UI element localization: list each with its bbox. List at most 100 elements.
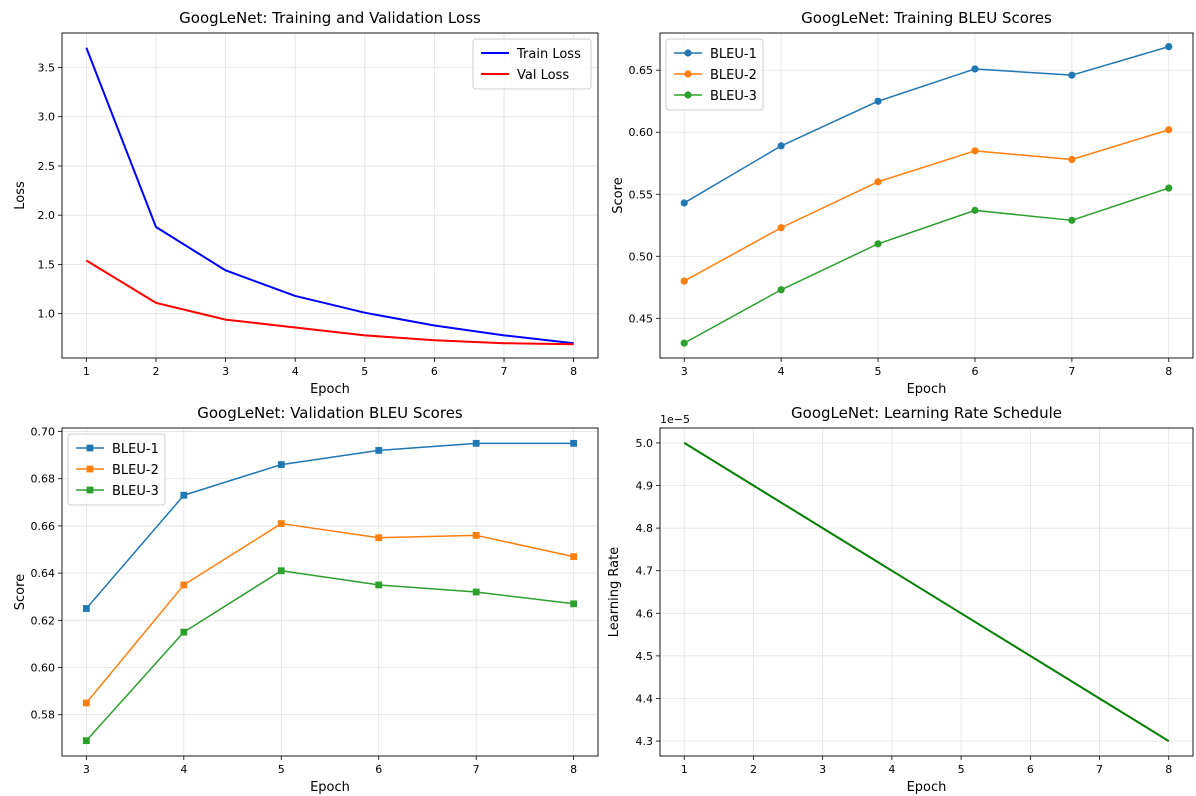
axes-frame <box>659 32 1194 359</box>
series-bleu-1 <box>82 439 578 612</box>
series-val-loss <box>85 259 574 346</box>
x-tick-label: 7 <box>501 365 508 378</box>
x-tick-label: 4 <box>292 365 299 378</box>
y-tick-label: 0.58 <box>31 709 56 722</box>
axes-frame <box>61 32 599 359</box>
x-axis-label: Epoch <box>907 780 947 795</box>
x-tick-label: 6 <box>1027 763 1034 776</box>
data-point <box>1068 155 1076 164</box>
legend-marker <box>86 465 94 473</box>
y-tick-label: 3.0 <box>38 111 56 124</box>
data-point <box>375 447 383 454</box>
y-tick-label: 0.70 <box>31 426 56 439</box>
data-point <box>971 206 979 214</box>
legend-item: BLEU-3 <box>76 484 159 499</box>
x-tick-label: 7 <box>1068 365 1075 378</box>
y-tick-label: 0.62 <box>31 614 56 627</box>
legend-item: BLEU-1 <box>76 442 159 457</box>
x-tick-label: 3 <box>681 365 688 378</box>
chart-panel-4: 1 2 3 4 5 6 7 8 4.3 4.4 4.5 4.6 4.7 4.8 4.9 5.0 1e−5 Goog… <box>607 404 1194 795</box>
legend-marker <box>86 444 94 452</box>
x-tick-label: 8 <box>1165 365 1172 378</box>
legend-box <box>472 38 592 90</box>
data-point <box>472 588 480 596</box>
x-tick-label: 2 <box>750 763 757 776</box>
legend-label: BLEU-1 <box>710 47 757 62</box>
x-tick-label: 4 <box>180 763 187 776</box>
x-tick-label: 3 <box>222 365 229 378</box>
data-point <box>680 339 688 347</box>
data-point <box>777 224 785 232</box>
legend-item: BLEU-2 <box>76 463 159 478</box>
x-tick-label: 6 <box>971 365 978 378</box>
y-offset-text: 1e−5 <box>660 413 690 426</box>
series-bleu-3 <box>680 184 1173 347</box>
data-point <box>472 531 480 539</box>
data-point <box>82 605 90 612</box>
x-tick-label: 8 <box>570 763 577 776</box>
chart-panel-2: 3 4 5 6 7 8 0.45 0.50 0.55 0.60 0.65 GoogLeNet: Tra… <box>611 9 1194 397</box>
data-point <box>680 277 688 285</box>
legend-marker <box>684 49 692 57</box>
legend-label: BLEU-3 <box>112 484 159 499</box>
legend: BLEU-1 BLEU-2 BLEU-3 <box>67 433 166 506</box>
data-point <box>375 581 383 589</box>
data-point <box>1165 126 1173 134</box>
legend: Train Loss Val Loss <box>472 38 592 90</box>
series-line <box>683 442 1170 742</box>
x-axis-label: Epoch <box>310 780 350 795</box>
data-point <box>570 600 578 608</box>
x-tick-label: 5 <box>875 365 882 378</box>
data-point <box>1068 216 1076 224</box>
y-tick-label: 4.8 <box>636 522 654 535</box>
data-point <box>472 439 480 447</box>
data-point <box>680 199 688 207</box>
x-tick-label: 2 <box>152 365 159 378</box>
chart-title: GoogLeNet: Training and Validation Loss <box>179 9 481 27</box>
y-tick-label: 1.5 <box>38 258 56 271</box>
legend-item: BLEU-3 <box>674 89 757 104</box>
y-axis-label: Learning Rate <box>607 547 622 637</box>
legend-label: BLEU-2 <box>112 463 159 478</box>
y-tick-label: 4.5 <box>636 650 654 663</box>
legend-marker <box>684 91 692 99</box>
series-line <box>683 129 1169 282</box>
data-point <box>277 461 285 468</box>
x-tick-label: 1 <box>83 365 90 378</box>
y-tick-label: 5.0 <box>636 437 654 450</box>
legend-item: Val Loss <box>481 68 569 83</box>
x-tick-label: 4 <box>888 763 895 776</box>
data-point <box>277 567 285 575</box>
y-tick-label: 0.55 <box>629 188 654 201</box>
data-point <box>777 142 785 150</box>
data-point <box>277 520 285 527</box>
y-axis-label: Score <box>13 574 28 610</box>
y-tick-label: 4.6 <box>636 607 654 620</box>
x-tick-label: 5 <box>958 763 965 776</box>
legend-item: BLEU-1 <box>674 47 757 62</box>
data-point <box>874 178 882 186</box>
data-point <box>180 491 188 499</box>
legend-label: BLEU-1 <box>112 442 159 457</box>
series-bleu-2 <box>82 520 578 707</box>
data-point <box>1165 184 1173 192</box>
x-tick-label: 6 <box>431 365 438 378</box>
y-tick-label: 4.9 <box>636 480 654 493</box>
data-point <box>570 553 578 561</box>
x-tick-label: 5 <box>361 365 368 378</box>
x-tick-label: 6 <box>375 763 382 776</box>
series-line <box>683 442 1170 742</box>
y-tick-label: 1.0 <box>38 308 56 321</box>
series-line <box>85 259 574 346</box>
series-train-loss <box>85 47 574 345</box>
legend: BLEU-1 BLEU-2 BLEU-3 <box>665 38 764 111</box>
x-tick-label: 8 <box>570 365 577 378</box>
data-point <box>82 737 90 745</box>
y-tick-label: 4.4 <box>636 692 654 705</box>
data-point <box>180 581 188 589</box>
y-tick-label: 0.66 <box>31 520 56 533</box>
data-point <box>82 699 90 707</box>
series-bleu-3 <box>82 567 578 745</box>
